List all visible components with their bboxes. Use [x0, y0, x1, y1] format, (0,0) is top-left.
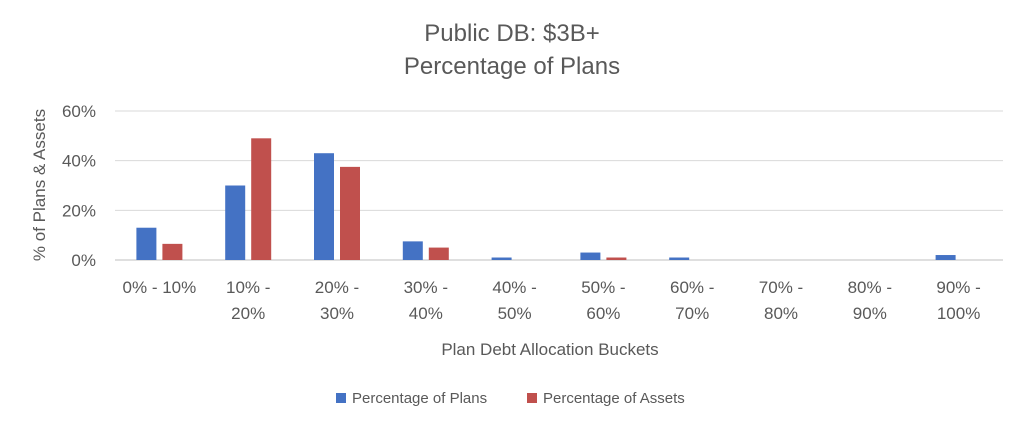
y-tick-label: 40% [62, 152, 96, 171]
x-tick-label: 80% - 90% [848, 278, 892, 323]
legend-swatch [336, 393, 346, 403]
x-tick-label-line: 30% - [404, 278, 448, 297]
x-tick-label-line: 20% [231, 304, 265, 323]
legend: Percentage of Plans Percentage of Assets [336, 390, 685, 407]
bar-plans [225, 185, 246, 260]
x-tick-label: 10% - 20% [226, 278, 270, 323]
x-tick-label-line: 20% - [315, 278, 359, 297]
bar-plans [935, 255, 956, 260]
x-axis-ticks: 0% - 10% 10% - 20% 20% - 30% 30% - 40% 40% - 50%… [123, 278, 981, 323]
y-axis-label: % of Plans & Assets [30, 109, 49, 261]
x-tick-label-line: 60% [586, 304, 620, 323]
legend-label: Percentage of Assets [543, 390, 685, 407]
x-tick-label-line: 10% - [226, 278, 270, 297]
x-tick-label-line: 50% [498, 304, 532, 323]
x-tick-label-line: 40% - [492, 278, 536, 297]
legend-label: Percentage of Plans [352, 390, 487, 407]
x-tick-label: 90% - 100% [936, 278, 980, 323]
y-tick-label: 20% [62, 201, 96, 220]
x-tick-label: 70% - 80% [759, 278, 803, 323]
bar-plans [491, 257, 512, 260]
x-tick-label-line: 40% [409, 304, 443, 323]
bar-assets [340, 166, 360, 260]
x-tick-label: 40% - 50% [492, 278, 536, 323]
x-tick-label-line: 70% [675, 304, 709, 323]
x-tick-label-line: 90% [853, 304, 887, 323]
x-tick-label-line: 70% - [759, 278, 803, 297]
x-tick-label-line: 90% - [936, 278, 980, 297]
y-tick-label: 0% [71, 251, 96, 270]
x-tick-label: 30% - 40% [404, 278, 448, 323]
bars [136, 138, 956, 260]
x-tick-label-line: 30% [320, 304, 354, 323]
legend-swatch [527, 393, 537, 403]
bar-plans [580, 252, 601, 260]
bar-assets [162, 243, 183, 260]
chart-title-line: Public DB: $3B+ [424, 20, 599, 47]
y-axis-ticks: 0% 20% 40% 60% [62, 102, 96, 270]
bar-plans [136, 227, 157, 260]
x-tick-label: 50% - 60% [581, 278, 625, 323]
y-tick-label: 60% [62, 102, 96, 121]
x-tick-label-line: 80% [764, 304, 798, 323]
x-tick-label: 0% - 10% [123, 278, 197, 297]
chart-title-line: Percentage of Plans [404, 53, 620, 80]
x-tick-label: 60% - 70% [670, 278, 714, 323]
x-tick-label-line: 100% [937, 304, 980, 323]
x-axis-label: Plan Debt Allocation Buckets [441, 340, 658, 359]
x-tick-label-line: 60% - [670, 278, 714, 297]
bar-plans [669, 257, 690, 260]
bar-assets [428, 247, 449, 260]
bar-assets [606, 257, 627, 260]
chart-title: Public DB: $3B+ Percentage of Plans [404, 20, 620, 80]
x-tick-label-line: 0% - 10% [123, 278, 197, 297]
gridlines [115, 110, 1003, 261]
bar-assets [251, 138, 272, 260]
x-tick-label: 20% - 30% [315, 278, 359, 323]
x-tick-label-line: 50% - [581, 278, 625, 297]
bar-plans [402, 241, 423, 260]
x-tick-label-line: 80% - [848, 278, 892, 297]
bar-plans [314, 153, 334, 260]
